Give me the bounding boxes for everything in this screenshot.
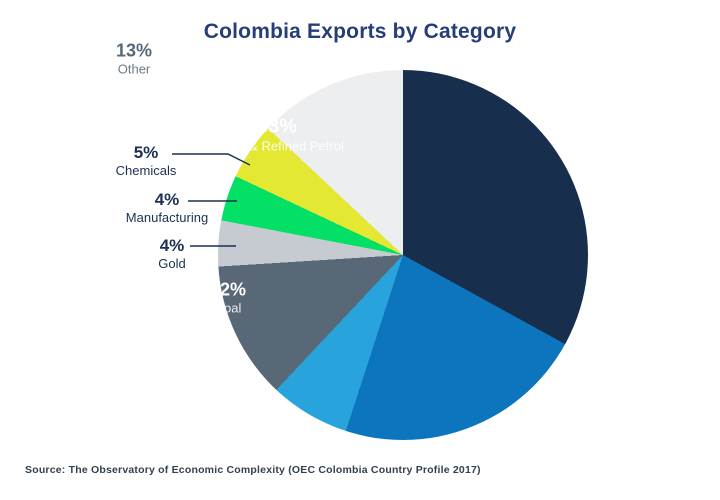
slice-label-other: 13% Other — [116, 41, 152, 78]
slice-pct: 7% — [104, 283, 132, 304]
slice-label-crude-refined-petrol: 33% Crude & Refined Petrol — [210, 116, 344, 155]
slice-pct: 4% — [154, 190, 180, 209]
slice-label-chemicals: 5% Chemicals — [116, 143, 177, 179]
slice-pct: 33% — [256, 115, 298, 138]
slice-label-gold: 4% Gold — [158, 236, 185, 272]
slice-name: Manufacturing — [125, 210, 209, 225]
callout-line-chemicals — [172, 153, 251, 166]
slice-name: Other Ags — [32, 246, 90, 262]
chart-title: Colombia Exports by Category — [203, 20, 517, 43]
slice-name: Gold — [158, 256, 186, 271]
slice-name: Coffee — [98, 304, 138, 320]
source-note: Source: The Observatory of Economic Comp… — [25, 464, 481, 476]
slice-label-coffee: 7% Coffee — [99, 284, 137, 321]
slice-pct: 4% — [159, 236, 185, 255]
slice-pct: 5% — [133, 143, 159, 162]
slice-pct: 22% — [209, 279, 247, 300]
slice-pct: 12% — [42, 225, 80, 246]
pie-chart — [218, 70, 588, 440]
slice-name: Coal — [214, 300, 242, 316]
slice-name: Crude & Refined Petrol — [210, 138, 344, 154]
slice-name: Chemicals — [115, 163, 177, 178]
slice-label-other-ags: 12% Other Ags — [32, 226, 90, 263]
slice-name: Other — [117, 61, 151, 77]
slice-label-manufacturing: 4% Manufacturing — [126, 190, 208, 226]
slice-pct: 13% — [115, 40, 153, 61]
slice-label-coal: 22% Coal — [210, 280, 246, 317]
